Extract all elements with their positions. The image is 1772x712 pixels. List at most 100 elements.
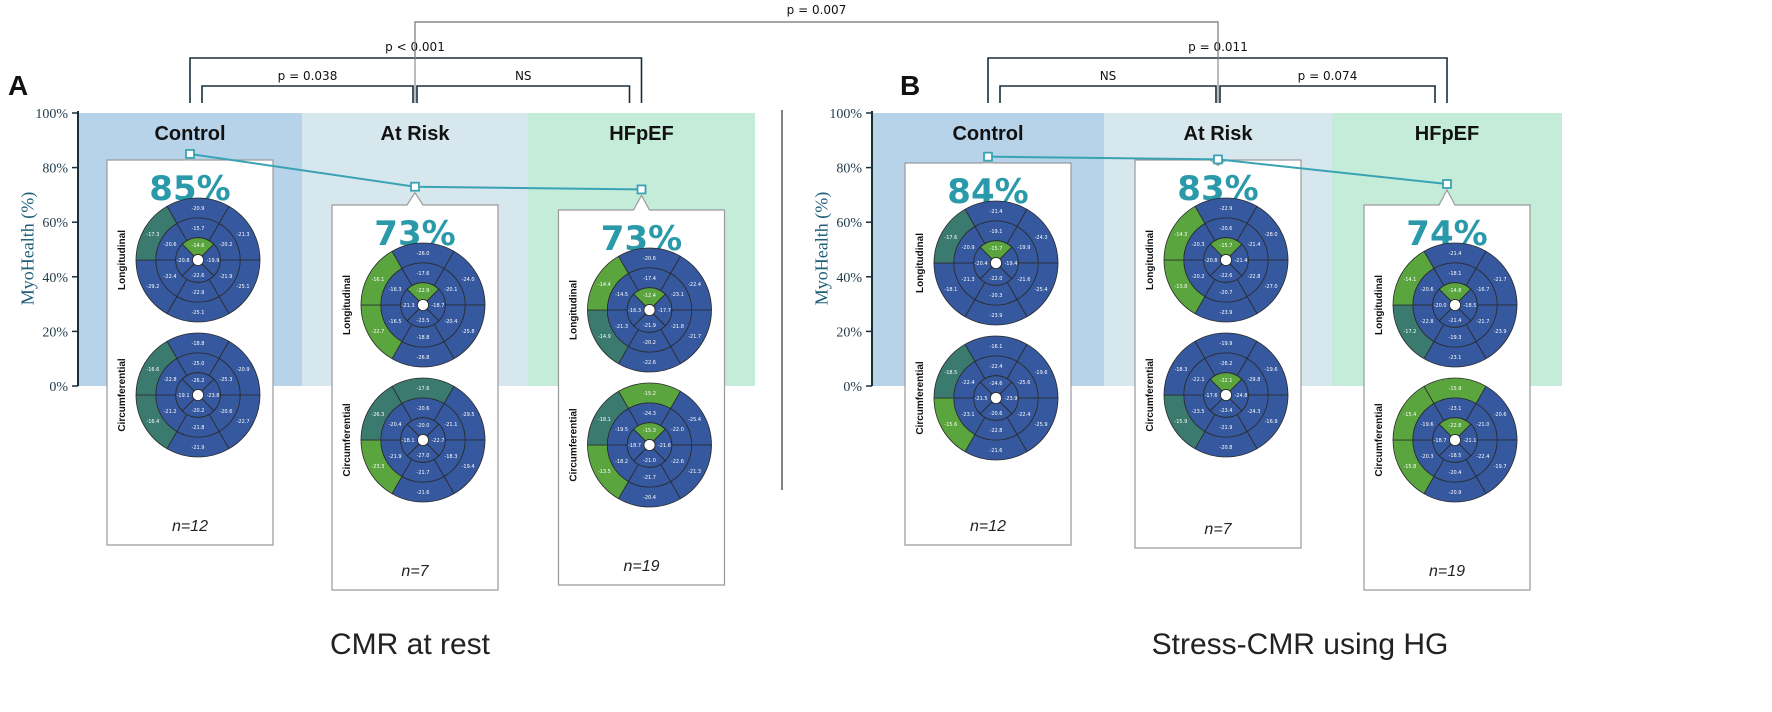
bullseye-value: -18.3 [1174,367,1187,373]
n-label: n=19 [623,558,659,575]
bullseye-value: -16.7 [1476,287,1489,293]
y-tick-label: 100% [829,107,862,122]
map-label-longitudinal: Longitudinal [1374,275,1385,335]
bullseye-value: -12.4 [643,293,656,299]
bullseye-value: -19.1 [990,229,1003,235]
bullseye-value: -25.8 [462,329,475,335]
bullseye-value: -15.3 [643,428,656,434]
y-tick-label: 40% [42,271,68,286]
bullseye-value: -20.0 [417,423,430,429]
caption-panel-b: Stress-CMR using HG [1151,628,1449,661]
bracket-right [1219,85,1436,103]
data-point [410,181,420,192]
bullseye-value: -20.4 [643,495,656,501]
bullseye-value: -20.6 [164,242,177,248]
bullseye-value: -20.4 [389,422,402,428]
bullseye-value: -18.5 [1463,303,1476,309]
bullseye-value: -21.7 [417,470,430,476]
bullseye-center [1220,389,1232,401]
bullseye-value: -28.0 [1265,232,1278,238]
bullseye-value: -17.7 [658,308,671,314]
bullseye-value: -20.9 [192,206,205,212]
bullseye-value: -15.8 [1403,464,1416,470]
group-label: HFpEF [1415,123,1479,145]
bullseye-value: -14.8 [1449,288,1462,294]
bullseye-value: -23.9 [1494,329,1507,335]
bullseye-value: -25.1 [237,284,250,290]
bullseye-value: -21.1 [444,422,457,428]
bullseye-value: -21.0 [643,458,656,464]
bullseye-value: -22.6 [643,360,656,366]
bullseye-value: -19.4 [1004,261,1017,267]
bullseye-value: -18.7 [628,443,641,449]
bullseye-value: -14.6 [192,243,205,249]
group-label: At Risk [1184,123,1254,145]
bullseye-value: -21.5 [975,396,988,402]
bullseye-value: -20.0 [1434,303,1447,309]
bullseye-value: -22.8 [1421,319,1434,325]
y-tick-label: 80% [836,162,862,177]
bullseye-value: -23.8 [206,393,219,399]
bullseye-value: -18.1 [944,287,957,293]
bullseye-value: -21.3 [688,469,701,475]
bullseye-value: -22.6 [1220,273,1233,279]
bullseye-longitudinal: -21.4 -21.7 -23.9 -23.1 -17.2 -14.1 -18.1 -16.7… [1392,242,1518,368]
bullseye-value: -21.3 [962,277,975,283]
bullseye-value: -22.7 [237,419,250,425]
bullseye-value: -21.9 [192,445,205,451]
bullseye-value: -14.4 [598,282,611,288]
bullseye-value: -16.3 [389,287,402,293]
bullseye-value: -21.4 [1247,242,1260,248]
bullseye-value: -19.4 [462,464,475,470]
bullseye-value: -26.2 [1220,361,1233,367]
bullseye-value: -20.9 [237,367,250,373]
bracket-outer [189,57,643,103]
bullseye-value: -20.6 [1494,412,1507,418]
bullseye-value: -17.6 [417,271,430,277]
map-label-circumferential: Circumferential [1145,358,1156,432]
bullseye-value: -17.2 [1403,329,1416,335]
bullseye-value: -22.6 [671,459,684,465]
bullseye-value: -19.1 [177,393,190,399]
data-point [1442,179,1452,189]
bullseye-value: -16.9 [1265,419,1278,425]
bullseye-value: -20.2 [643,340,656,346]
bullseye-value: -20.3 [1421,454,1434,460]
map-label-circumferential: Circumferential [915,361,926,435]
bullseye-value: -23.3 [371,464,384,470]
y-tick-label: 0% [843,380,862,395]
bullseye-center [643,304,656,316]
bullseye-value: -21.1 [1463,438,1476,444]
y-tick-label: 80% [42,162,68,177]
bullseye-value: -25.1 [192,310,205,316]
bullseye-longitudinal: -22.9 -28.0 -27.0 -23.9 -13.8 -14.3 -20.6 -21.4… [1163,197,1289,323]
bullseye-value: -20.1 [444,287,457,293]
group-label: HFpEF [609,123,673,145]
bullseye-value: -23.9 [1220,310,1233,316]
y-tick-label: 100% [35,107,68,122]
y-axis-label-a: MyoHealth (%) [17,191,38,306]
bullseye-value: -21.3 [237,232,250,238]
bullseye-value: -23.9 [1004,396,1017,402]
bullseye-value: -26.8 [417,355,430,361]
bullseye-value: -27.0 [1265,284,1278,290]
bullseye-value: -22.4 [688,282,701,288]
bullseye-value: -20.9 [1449,490,1462,496]
bullseye-value: -15.7 [990,246,1003,252]
bullseye-center [192,254,204,266]
bullseye-value: -18.1 [598,417,611,423]
map-label-circumferential: Circumferential [569,408,580,482]
bullseye-value: -22.9 [192,290,205,296]
bullseye-center [990,392,1002,404]
bullseye-value: -19.6 [1265,367,1278,373]
bullseye-value: -19.6 [1035,370,1048,376]
bullseye-value: -20.6 [643,256,656,262]
n-label: n=7 [401,563,429,580]
map-label-longitudinal: Longitudinal [342,275,353,335]
bullseye-value: -18.2 [615,459,628,465]
bullseye-value: -22.1 [1220,378,1233,384]
bullseye-value: -20.6 [417,406,430,412]
bullseye-value: -21.9 [643,323,656,329]
bullseye-value: -20.3 [990,293,1003,299]
bullseye-value: -15.7 [192,226,205,232]
